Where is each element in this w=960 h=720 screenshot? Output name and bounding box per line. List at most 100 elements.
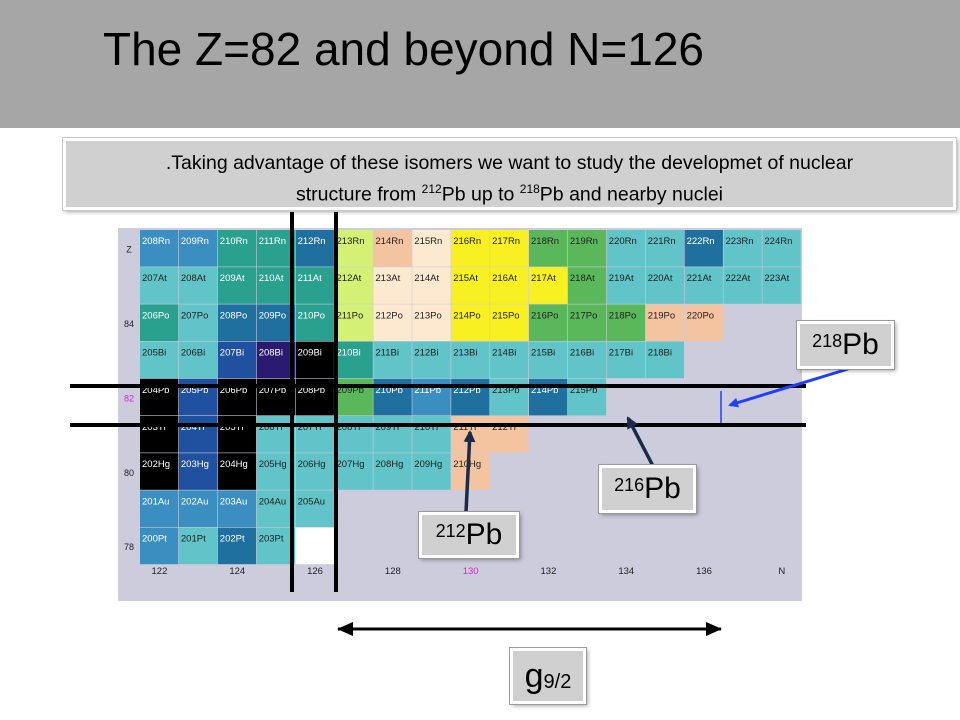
n-axis-label: 136 xyxy=(696,566,712,577)
nuclide-cell xyxy=(529,304,568,341)
nuclide-cell xyxy=(256,267,295,304)
nuclide-label: 204Pb xyxy=(142,385,169,396)
z-axis-label: 84 xyxy=(124,319,134,329)
nuclide-label: 211Tl xyxy=(453,422,476,433)
nuclide-label: 213Pb xyxy=(492,385,519,396)
nuclide-cell xyxy=(490,230,529,267)
nuclide-cell xyxy=(451,267,490,304)
nuclide-label: 209Tl xyxy=(375,422,399,433)
nuclide-cell xyxy=(178,416,218,453)
nuclide-label: 214Rn xyxy=(375,236,403,247)
nuclide-label: 210Rn xyxy=(220,236,248,247)
nuclide-label: 202Pt xyxy=(220,534,245,545)
nuclide-cell xyxy=(217,341,257,379)
nuclide-label: 207At xyxy=(142,273,167,284)
nuclide-cell xyxy=(256,304,295,341)
nuclide-cell xyxy=(217,490,257,527)
nuclide-label: 208Tl xyxy=(337,422,361,433)
g92-main: g xyxy=(524,656,544,695)
nuclide-label: 219Po xyxy=(648,310,675,321)
nuclide-label: 213Rn xyxy=(337,236,365,247)
pb218-element: Pb xyxy=(842,328,879,361)
nuclide-label: 217Rn xyxy=(492,236,520,247)
nuclide-cell xyxy=(295,490,334,527)
nuclide-label: 216Po xyxy=(531,310,558,321)
nuclide-cell xyxy=(256,341,295,379)
description-line-2-suffix: Pb and nearby nuclei xyxy=(539,183,724,206)
description-text: .Taking advantage of these isomers we wa… xyxy=(70,150,949,208)
nuclide-label: 220Rn xyxy=(609,236,637,247)
nuclide-label: 215At xyxy=(453,273,478,284)
nuclide-cell xyxy=(295,453,334,490)
nuclide-cell xyxy=(529,230,568,267)
nuclide-cell xyxy=(178,527,218,565)
nuclide-label: 200Pt xyxy=(142,534,167,545)
pb216-element: Pb xyxy=(644,472,681,505)
nuclide-cell xyxy=(334,341,373,379)
nuclide-cell xyxy=(529,267,568,304)
nuclide-label: 211Pb xyxy=(414,385,441,396)
nuclide-label: 215Rn xyxy=(414,236,442,247)
nuclide-label: 211Rn xyxy=(259,236,286,247)
nuclide-cell xyxy=(334,230,373,267)
nuclide-cell xyxy=(490,304,529,341)
nuclide-cell xyxy=(295,341,334,379)
nuclide-label: 208Bi xyxy=(259,348,283,359)
nuclide-label: 203Au xyxy=(220,496,247,507)
nuclide-label: 206Pb xyxy=(220,385,247,396)
nuclide-cell xyxy=(178,453,218,490)
nuclide-label: 214Pb xyxy=(531,385,558,396)
nuclide-cell xyxy=(490,267,529,304)
nuclide-cell xyxy=(256,490,295,527)
nuclide-label: 201Au xyxy=(142,496,169,507)
nuclide-label: 223Rn xyxy=(726,236,754,247)
pb212-mass: 212 xyxy=(435,520,466,541)
nuclide-label: 206Bi xyxy=(181,348,205,359)
nuclide-label: 212Pb xyxy=(453,385,480,396)
nuclide-cell xyxy=(606,304,646,341)
nuclide-label: 207Tl xyxy=(298,422,322,433)
nuclide-cell xyxy=(490,341,529,379)
z-axis-label: 78 xyxy=(124,542,134,552)
nuclide-label: 209Hg xyxy=(414,459,442,470)
nuclide-cell xyxy=(645,304,684,341)
nuclide-cell xyxy=(217,453,257,490)
pb212-label: 212 Pb xyxy=(418,511,520,559)
nuclide-label: 206Tl xyxy=(259,422,283,433)
nuclide-label: 205Au xyxy=(298,496,325,507)
nuclide-label: 204Au xyxy=(259,496,286,507)
nuclide-cell xyxy=(606,341,646,379)
n-axis-label: 128 xyxy=(385,566,401,577)
nuclide-cell xyxy=(412,341,451,379)
nuclide-label: 218At xyxy=(570,273,595,284)
nuclide-cell xyxy=(606,267,646,304)
pb216-mass: 216 xyxy=(614,474,645,495)
nuclide-label: 215Pb xyxy=(570,385,597,396)
nuclide-cell xyxy=(140,490,179,527)
nuclide-label: 208Hg xyxy=(375,459,403,470)
title-bar: The Z=82 and beyond N=126 xyxy=(0,0,960,128)
nuclide-label: 206Po xyxy=(142,310,169,321)
nuclide-label: 220Po xyxy=(687,310,714,321)
pb218-mass: 218 xyxy=(812,330,843,351)
nuclide-cell xyxy=(334,416,373,453)
nuclide-label: 212Tl xyxy=(492,422,516,433)
nuclide-cell xyxy=(412,453,451,490)
empty-cell xyxy=(295,527,334,565)
nuclide-cell xyxy=(723,230,762,267)
z-axis-label: 82 xyxy=(124,393,134,403)
nuclide-label: 205Pb xyxy=(181,385,208,396)
nuclide-label: 213At xyxy=(375,273,400,284)
nuclide-label: 218Bi xyxy=(648,348,672,359)
nuclide-label: 209Bi xyxy=(298,348,322,359)
nuclide-cell xyxy=(567,341,607,379)
nuclide-cell xyxy=(295,230,334,267)
nuclide-label: 204Hg xyxy=(220,459,248,470)
nuclide-cell xyxy=(334,267,373,304)
nuclide-label: 206Hg xyxy=(298,459,326,470)
nuclide-cell xyxy=(490,416,529,453)
nuclide-cell xyxy=(178,267,218,304)
n-axis-label: 132 xyxy=(541,566,557,577)
nuclide-cell xyxy=(295,416,334,453)
nuclide-cell xyxy=(684,304,723,341)
